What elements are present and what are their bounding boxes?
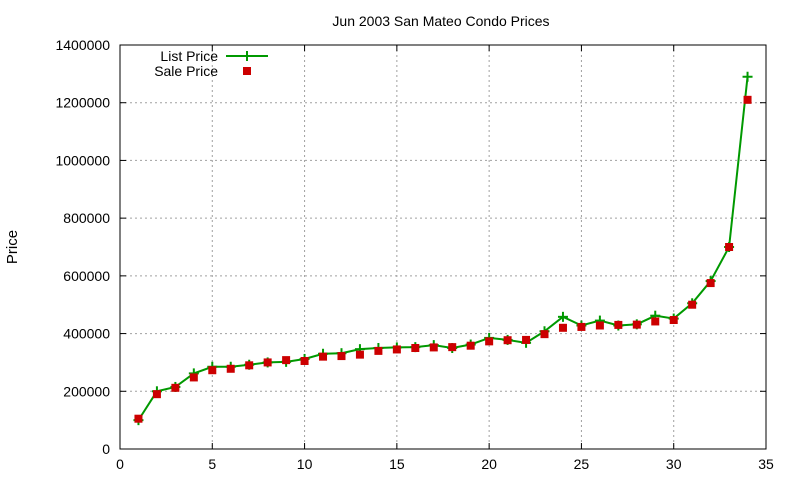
data-point <box>558 323 567 332</box>
y-tick-label: 1000000 <box>55 152 110 168</box>
series-sale-price <box>134 95 752 423</box>
y-tick-label: 600000 <box>63 268 110 284</box>
data-point <box>669 316 678 325</box>
y-axis-label: Price <box>4 230 21 264</box>
data-point <box>632 320 641 329</box>
legend-key-list-price <box>226 51 268 61</box>
y-tick-label: 400000 <box>63 326 110 342</box>
series-line <box>137 76 749 421</box>
data-point <box>208 366 217 375</box>
data-point <box>540 330 549 339</box>
data-point <box>134 414 143 423</box>
data-point <box>337 352 346 361</box>
data-point <box>263 358 272 367</box>
data-point <box>725 243 734 251</box>
y-tick-label: 200000 <box>63 383 110 399</box>
data-point <box>522 335 531 344</box>
data-point <box>688 300 697 309</box>
y-tick-label: 1200000 <box>55 95 110 111</box>
legend-key-sale-price <box>243 67 251 75</box>
legend-marker <box>242 51 252 61</box>
data-point <box>189 373 198 382</box>
chart-title: Jun 2003 San Mateo Condo Prices <box>332 13 549 29</box>
data-point <box>706 279 715 288</box>
legend: List Price Sale Price <box>154 48 268 79</box>
data-point <box>411 344 420 352</box>
grid-lines <box>120 45 766 449</box>
data-point <box>577 322 586 331</box>
legend-label-list-price: List Price <box>160 48 218 64</box>
series-list-price <box>133 71 753 426</box>
data-point <box>171 383 180 392</box>
x-tick-label: 20 <box>481 456 497 472</box>
data-point <box>651 317 660 326</box>
data-point <box>743 95 752 104</box>
legend-marker <box>243 67 251 75</box>
data-point <box>152 390 161 399</box>
y-tick-label: 0 <box>102 441 110 457</box>
axis-ticks: 0 5 10 15 20 25 30 35 0 200000 400000 600000 800000 1… <box>55 37 774 472</box>
x-tick-label: 25 <box>574 456 590 472</box>
data-point <box>742 71 753 82</box>
x-tick-label: 30 <box>666 456 682 472</box>
data-point <box>374 346 383 355</box>
data-point <box>282 356 291 365</box>
x-tick-label: 15 <box>389 456 405 472</box>
data-point <box>226 364 235 373</box>
x-tick-label: 5 <box>208 456 216 472</box>
legend-label-sale-price: Sale Price <box>154 63 218 79</box>
x-tick-label: 0 <box>116 456 124 472</box>
x-tick-label: 35 <box>758 456 774 472</box>
x-tick-label: 10 <box>297 456 313 472</box>
data-point <box>429 343 438 352</box>
plot-frame <box>119 44 767 450</box>
data-point <box>392 345 401 354</box>
data-point <box>245 361 254 370</box>
data-point <box>595 321 604 330</box>
data-point <box>557 311 568 322</box>
data-point <box>466 341 475 350</box>
data-point <box>355 350 364 359</box>
y-tick-label: 1400000 <box>55 37 110 53</box>
y-tick-label: 800000 <box>63 210 110 226</box>
data-point <box>485 337 494 346</box>
series-layer <box>133 71 753 426</box>
data-point <box>319 352 328 361</box>
data-point <box>614 320 623 329</box>
data-point <box>503 336 512 345</box>
data-point <box>300 356 309 365</box>
data-point <box>448 343 457 352</box>
